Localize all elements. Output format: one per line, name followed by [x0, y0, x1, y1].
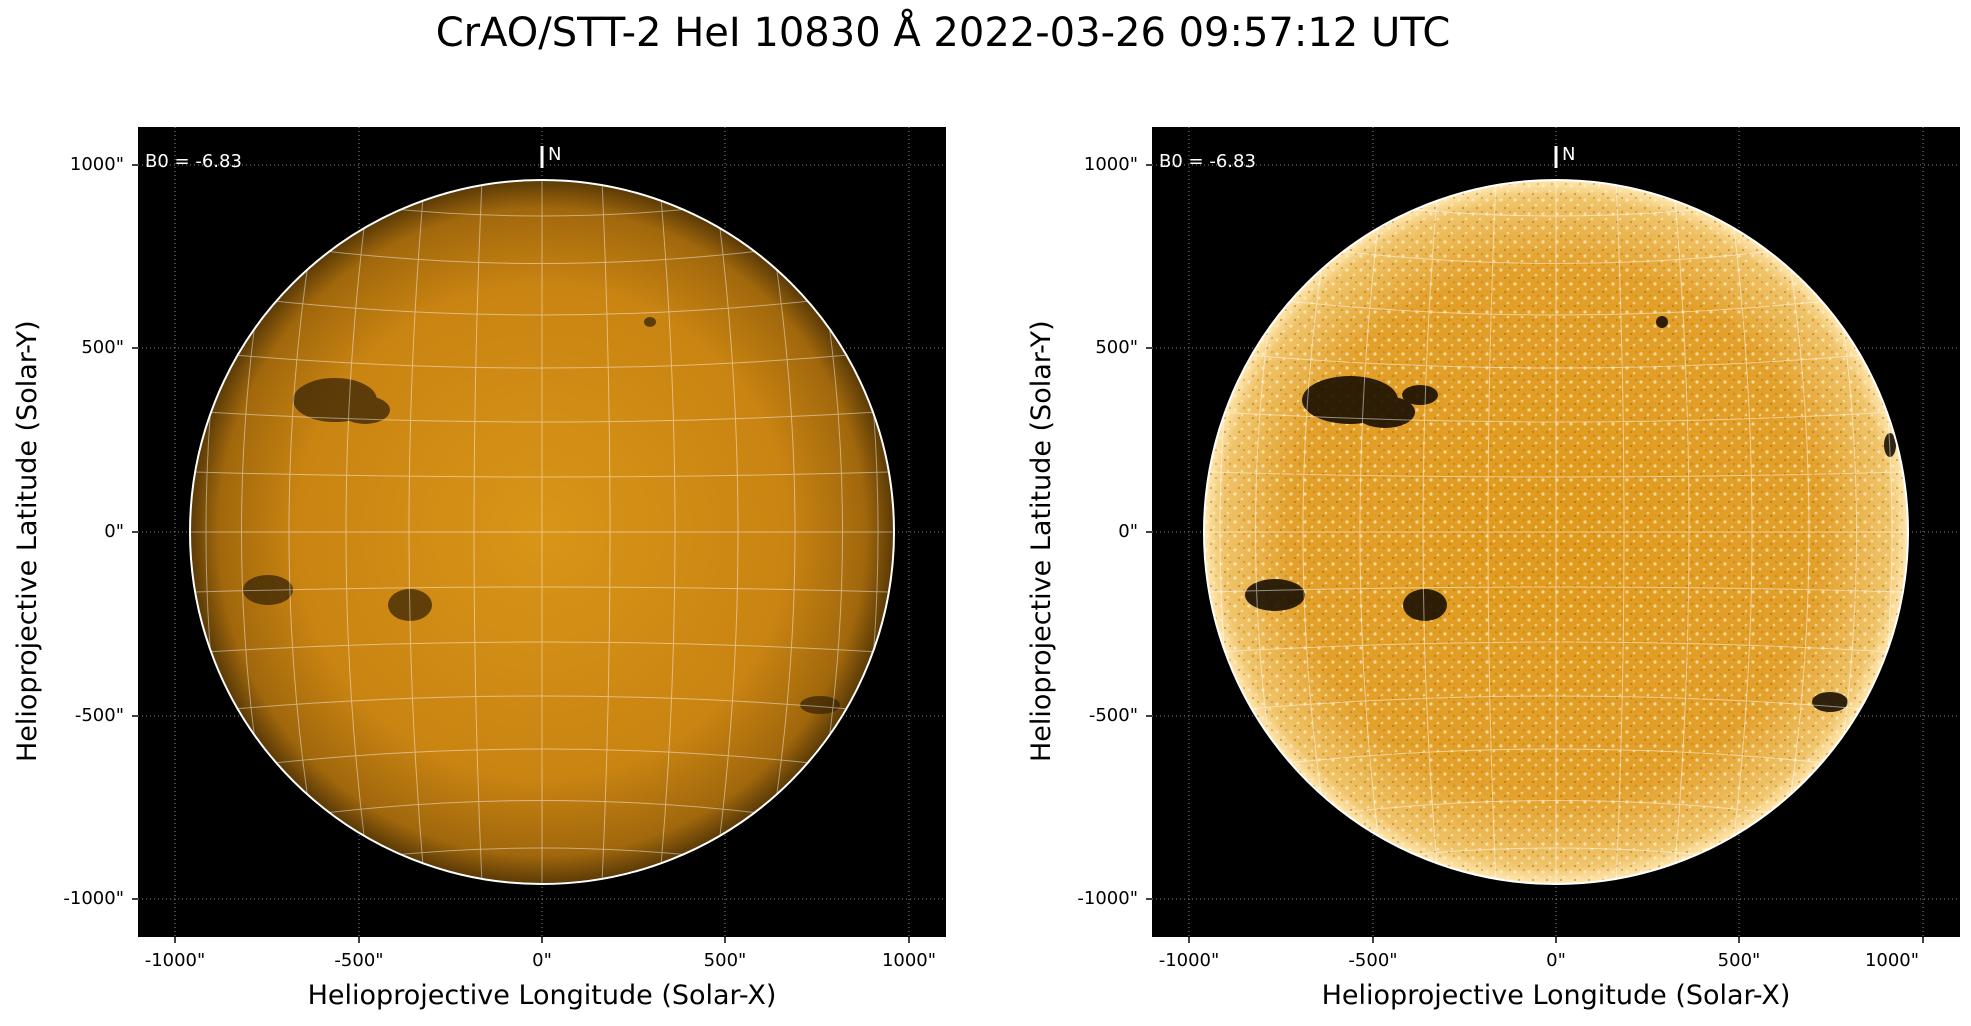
right-limb — [1203, 179, 1909, 885]
left-xtick: 500" — [703, 950, 747, 971]
left-sun-disk — [190, 180, 894, 884]
left-xtick: 0" — [532, 950, 552, 971]
right-xtick: 1000" — [1864, 950, 1920, 971]
right-ytick: 500" — [1095, 337, 1138, 358]
right-x-axis-label: Helioprojective Longitude (Solar-X) — [1321, 980, 1791, 1011]
right-b0-annotation: B0 = -6.83 — [1159, 151, 1256, 172]
right-north-label: N — [1562, 144, 1576, 165]
right-ytick: 0" — [1118, 521, 1138, 542]
right-y-axis-label: Helioprojective Latitude (Solar-Y) — [1026, 320, 1057, 762]
left-ytick: 500" — [81, 337, 124, 358]
right-xtick: 500" — [1717, 950, 1761, 971]
left-ytick: 0" — [104, 521, 124, 542]
right-ytick: -1000" — [1077, 888, 1138, 909]
right-xtick: -500" — [1348, 950, 1398, 971]
right-xtick: -1000" — [1158, 950, 1220, 971]
left-ytick: -1000" — [63, 888, 124, 909]
left-xtick: 1000" — [881, 950, 937, 971]
left-x-axis-label: Helioprojective Longitude (Solar-X) — [307, 980, 777, 1011]
right-ytick: 1000" — [1083, 154, 1138, 175]
figure-title: CrAO/STT-2 HeI 10830 Å 2022-03-26 09:57:… — [435, 10, 1451, 56]
left-ytick: -500" — [74, 705, 124, 726]
left-xtick: -500" — [334, 950, 384, 971]
left-ytick: 1000" — [69, 154, 124, 175]
left-north-label: N — [548, 144, 562, 165]
left-b0-annotation: B0 = -6.83 — [145, 151, 242, 172]
right-ytick: -500" — [1088, 705, 1138, 726]
left-xtick: -1000" — [144, 950, 206, 971]
left-limb — [189, 179, 895, 885]
right-xtick: 0" — [1546, 950, 1566, 971]
